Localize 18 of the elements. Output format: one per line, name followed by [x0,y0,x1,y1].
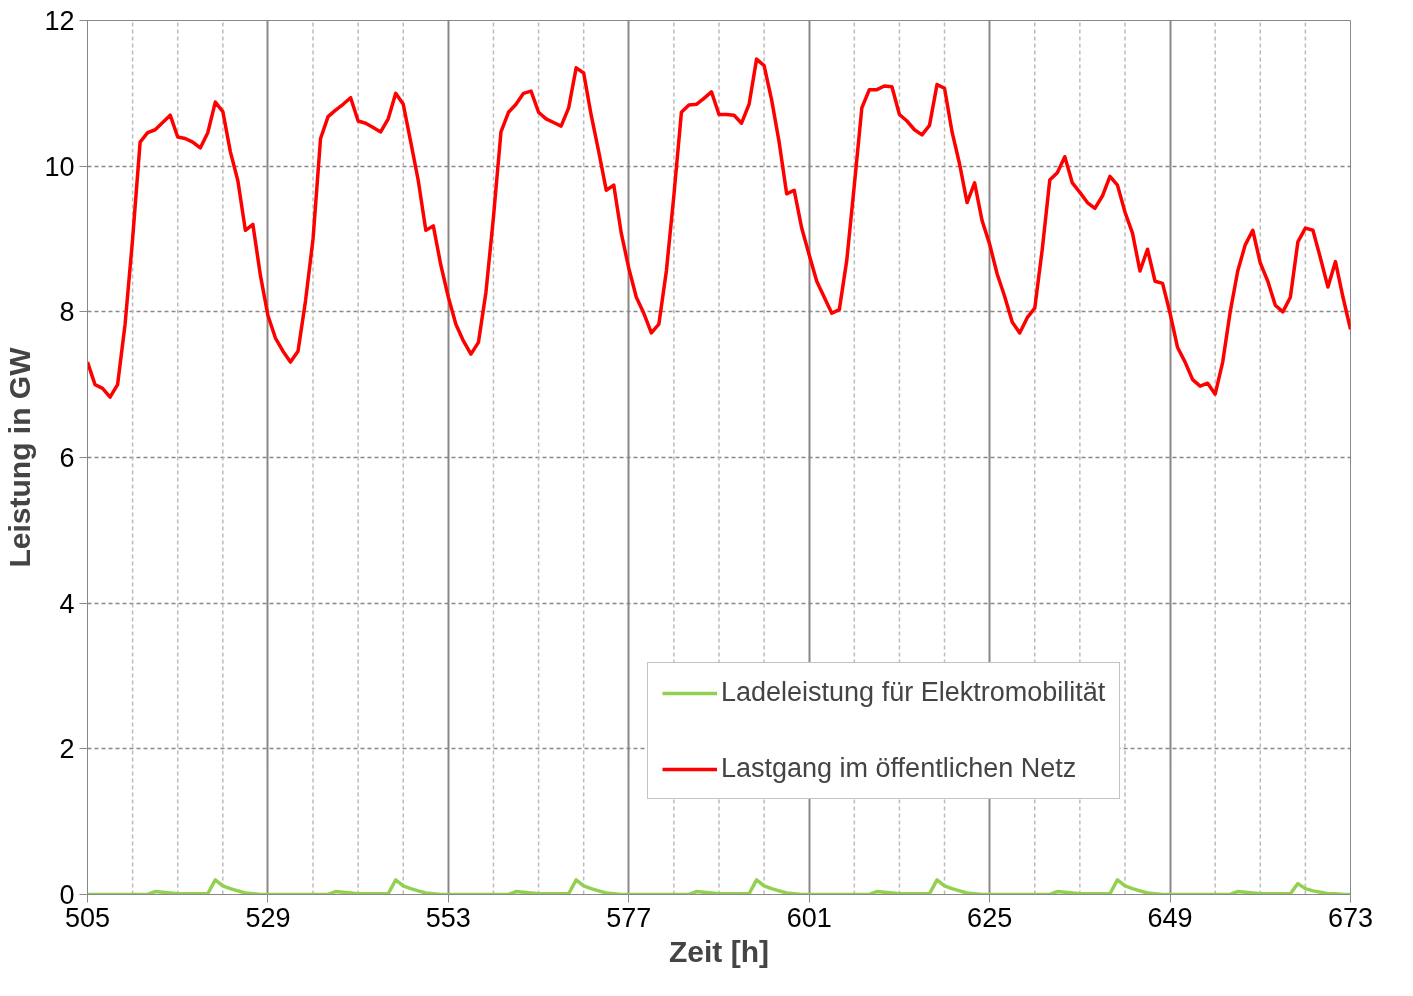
line-series [87,57,1351,399]
x-axis-title: Zeit [h] [669,934,769,968]
x-tick-label: 529 [245,902,291,933]
y-tick-label: 10 [44,151,75,182]
x-tick-label: 577 [606,902,652,933]
y-tick-label: 12 [44,6,75,36]
y-tick-label: 8 [59,297,75,328]
legend-label: Ladeleistung für Elektromobilität [721,677,1106,708]
y-tick-label: 6 [59,443,75,473]
x-tick-label: 649 [1147,902,1193,933]
y-tick-label: 2 [59,734,75,765]
x-tick-label: 625 [967,902,1013,933]
x-tick-label: 553 [425,902,471,933]
y-tick-label: 4 [59,588,75,619]
x-tick-label: 601 [786,902,832,933]
legend-label: Lastgang im öffentlichen Netz [721,753,1077,784]
x-tick-label: 673 [1327,902,1374,933]
y-axis-title: Leistung in GW [3,346,37,568]
